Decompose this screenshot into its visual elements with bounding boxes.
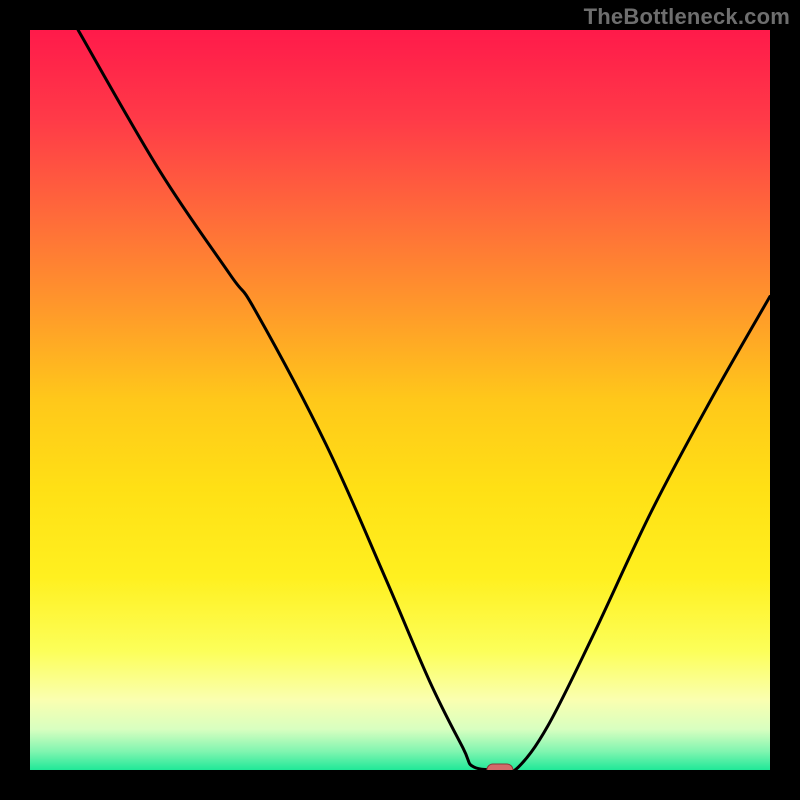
chart-canvas — [0, 0, 800, 800]
bottleneck-chart: TheBottleneck.com — [0, 0, 800, 800]
watermark-text: TheBottleneck.com — [584, 4, 790, 30]
